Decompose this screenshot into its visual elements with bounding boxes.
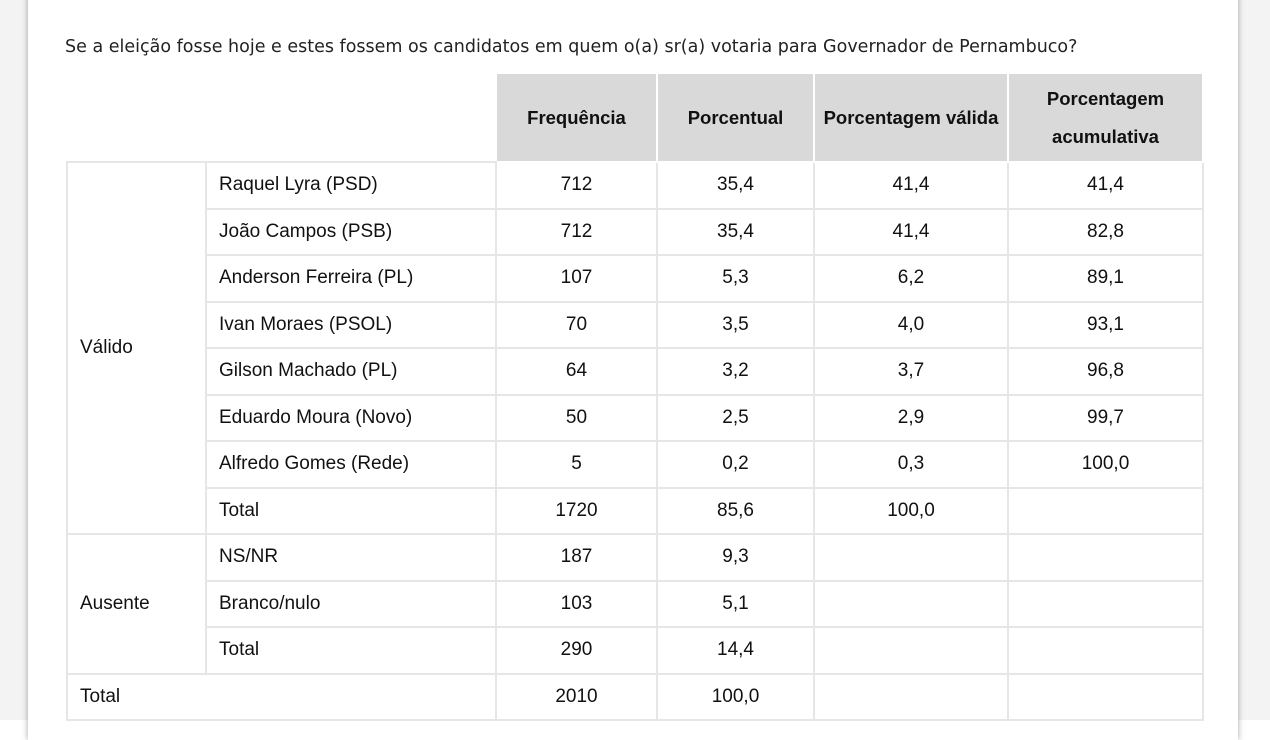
cell-cumulative-percent xyxy=(1007,672,1204,721)
cell-frequency: 5 xyxy=(495,440,658,489)
cell-frequency: 64 xyxy=(495,347,658,396)
row-label: Ivan Moraes (PSOL) xyxy=(205,300,497,349)
cell-frequency: 712 xyxy=(495,161,658,210)
cell-frequency: 290 xyxy=(495,626,658,675)
cell-valid-percent xyxy=(813,672,1009,721)
cell-cumulative-percent: 93,1 xyxy=(1007,300,1204,349)
cell-valid-percent: 0,3 xyxy=(813,440,1009,489)
group-label-valido: Válido xyxy=(66,161,207,535)
cell-percent: 3,2 xyxy=(656,347,815,396)
table-row: Válido Raquel Lyra (PSD) 712 35,4 41,4 4… xyxy=(66,161,1204,535)
cell-valid-percent xyxy=(813,533,1009,582)
row-label: Alfredo Gomes (Rede) xyxy=(205,440,497,489)
cell-percent: 0,2 xyxy=(656,440,815,489)
cell-percent: 14,4 xyxy=(656,626,815,675)
cell-cumulative-percent: 82,8 xyxy=(1007,207,1204,256)
cell-percent: 5,1 xyxy=(656,579,815,628)
cell-valid-percent: 6,2 xyxy=(813,254,1009,303)
table-row: Alfredo Gomes (Rede) 5 0,2 0,3 100,0 xyxy=(67,440,1204,489)
cell-frequency: 50 xyxy=(495,393,658,442)
row-label: Total xyxy=(66,672,497,721)
page: Se a eleição fosse hoje e estes fossem o… xyxy=(0,0,1270,721)
cell-cumulative-percent: 41,4 xyxy=(1007,161,1204,210)
cell-percent: 35,4 xyxy=(656,161,815,210)
table-row: Eduardo Moura (Novo) 50 2,5 2,9 99,7 xyxy=(67,393,1204,442)
cell-frequency: 187 xyxy=(495,533,658,582)
cell-valid-percent: 41,4 xyxy=(813,207,1009,256)
cell-cumulative-percent: 89,1 xyxy=(1007,254,1204,303)
cell-valid-percent xyxy=(813,626,1009,675)
table-row: João Campos (PSB) 712 35,4 41,4 82,8 xyxy=(67,207,1204,256)
row-label: Eduardo Moura (Novo) xyxy=(205,393,497,442)
cell-cumulative-percent xyxy=(1007,486,1204,535)
survey-question: Se a eleição fosse hoje e estes fossem o… xyxy=(65,37,1078,57)
cell-valid-percent: 100,0 xyxy=(813,486,1009,535)
row-label: Anderson Ferreira (PL) xyxy=(205,254,497,303)
column-header-porcentual: Porcentual xyxy=(656,72,815,163)
cell-cumulative-percent xyxy=(1007,533,1204,582)
cell-percent: 3,5 xyxy=(656,300,815,349)
table-row: Ivan Moraes (PSOL) 70 3,5 4,0 93,1 xyxy=(67,300,1204,349)
column-header-frequencia: Frequência xyxy=(495,72,658,163)
row-label: Branco/nulo xyxy=(205,579,497,628)
cell-valid-percent: 2,9 xyxy=(813,393,1009,442)
row-label: Total xyxy=(205,626,497,675)
table-row: Total 1720 85,6 100,0 xyxy=(67,486,1204,535)
table-row: Ausente NS/NR 187 9,3 xyxy=(66,533,1204,675)
cell-percent: 9,3 xyxy=(656,533,815,582)
cell-frequency: 70 xyxy=(495,300,658,349)
cell-percent: 85,6 xyxy=(656,486,815,535)
table-row: Branco/nulo 103 5,1 xyxy=(67,579,1204,628)
cell-frequency: 712 xyxy=(495,207,658,256)
cell-frequency: 103 xyxy=(495,579,658,628)
table-row: Anderson Ferreira (PL) 107 5,3 6,2 89,1 xyxy=(67,254,1204,303)
column-header-porcentagem-acumulativa: Porcentagem acumulativa xyxy=(1007,72,1204,163)
cell-cumulative-percent: 100,0 xyxy=(1007,440,1204,489)
column-header-porcentagem-valida: Porcentagem válida xyxy=(813,72,1009,163)
row-label: Raquel Lyra (PSD) xyxy=(205,161,497,210)
group-label-ausente: Ausente xyxy=(66,533,207,675)
cell-percent: 5,3 xyxy=(656,254,815,303)
cell-percent: 100,0 xyxy=(656,672,815,721)
row-label: Total xyxy=(205,486,497,535)
cell-cumulative-percent: 99,7 xyxy=(1007,393,1204,442)
cell-percent: 35,4 xyxy=(656,207,815,256)
cell-cumulative-percent: 96,8 xyxy=(1007,347,1204,396)
cell-valid-percent: 3,7 xyxy=(813,347,1009,396)
row-label: NS/NR xyxy=(205,533,497,582)
header-blank-cell xyxy=(67,73,496,163)
cell-frequency: 1720 xyxy=(495,486,658,535)
table-header-row: Frequência Porcentual Porcentagem válida… xyxy=(67,72,1204,163)
cell-valid-percent: 41,4 xyxy=(813,161,1009,210)
table-row: Total 290 14,4 xyxy=(67,626,1204,675)
cell-valid-percent xyxy=(813,579,1009,628)
cell-valid-percent: 4,0 xyxy=(813,300,1009,349)
table-row: Gilson Machado (PL) 64 3,2 3,7 96,8 xyxy=(67,347,1204,396)
cell-cumulative-percent xyxy=(1007,626,1204,675)
row-label: João Campos (PSB) xyxy=(205,207,497,256)
cell-cumulative-percent xyxy=(1007,579,1204,628)
row-label: Gilson Machado (PL) xyxy=(205,347,497,396)
cell-frequency: 2010 xyxy=(495,672,658,721)
cell-percent: 2,5 xyxy=(656,393,815,442)
table-row-grand-total: Total 2010 100,0 xyxy=(66,672,1204,721)
cell-frequency: 107 xyxy=(495,254,658,303)
frequency-table: Frequência Porcentual Porcentagem válida… xyxy=(66,72,1204,721)
